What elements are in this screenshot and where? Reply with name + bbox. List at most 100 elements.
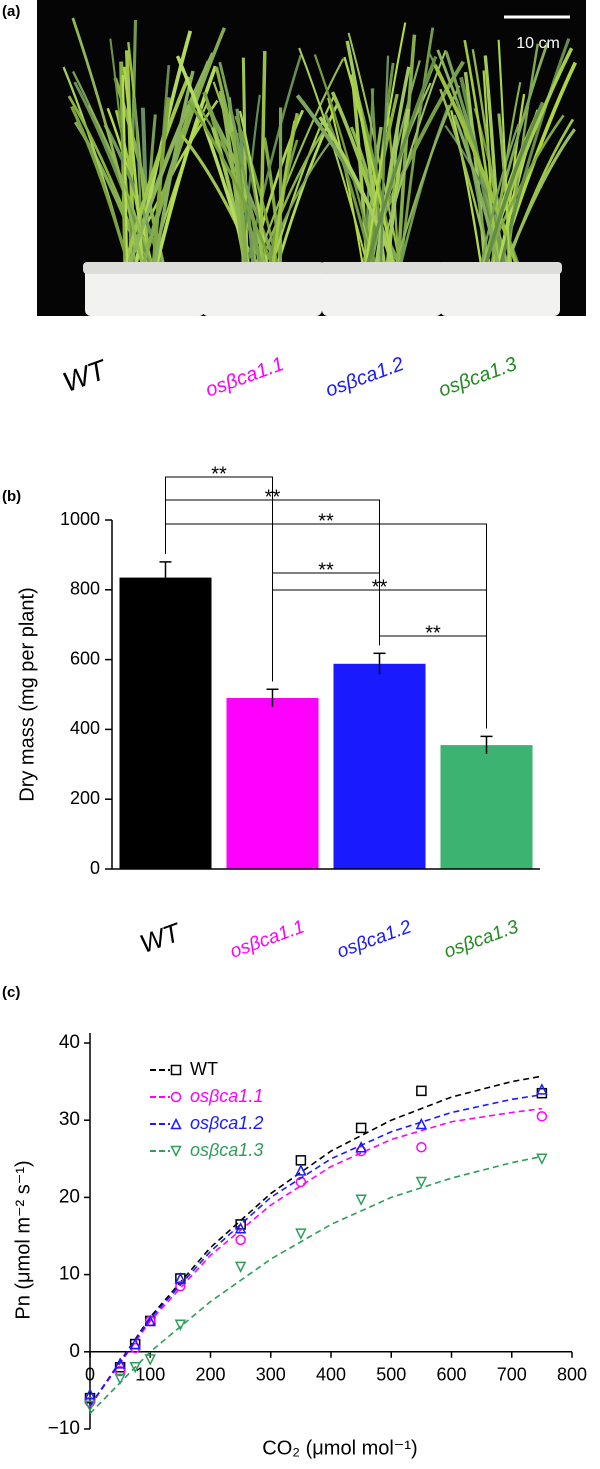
y-tick-label: 10: [59, 1264, 80, 1285]
significance-label: **: [265, 486, 281, 508]
legend-label: osβca1.1: [190, 1086, 263, 1106]
pot-rim: [320, 262, 444, 274]
y-axis-title: Dry mass (mg per plant): [16, 587, 38, 802]
marker: [536, 1083, 548, 1095]
leaf: [271, 95, 336, 266]
x-tick-label: 100: [135, 1365, 165, 1385]
x-tick-label: 300: [256, 1365, 286, 1385]
marker: [174, 1272, 187, 1284]
y-tick-label: 1000: [60, 509, 100, 529]
significance-label: **: [372, 576, 388, 598]
y-tick-label: 40: [59, 1032, 80, 1053]
leaf: [87, 104, 154, 266]
marker: [355, 1194, 367, 1206]
marker: [355, 1122, 367, 1134]
leaf: [313, 54, 377, 266]
marker: [114, 1357, 126, 1369]
leaf: [504, 128, 576, 266]
marker: [234, 1261, 247, 1274]
leaf: [70, 105, 130, 266]
x-axis-title: CO₂ (μmol mol⁻¹): [262, 1437, 417, 1459]
marker: [295, 1228, 307, 1240]
x-tick-label: 800: [557, 1365, 587, 1385]
x-tick-label: osβca1.2: [334, 916, 414, 962]
x-tick-label: 600: [436, 1365, 466, 1385]
leaf: [153, 70, 195, 266]
bar: [333, 663, 426, 869]
marker: [114, 1373, 126, 1385]
leaf: [374, 66, 411, 266]
leaf: [343, 56, 395, 266]
leaf: [187, 100, 274, 266]
leaf: [218, 90, 247, 266]
leaf: [71, 17, 144, 266]
marker: [235, 1219, 246, 1230]
marker: [416, 1141, 427, 1153]
marker: [355, 1141, 367, 1153]
x-tick-label: osβca1.1: [227, 916, 307, 962]
x-tick-label: 500: [376, 1365, 406, 1385]
leaf: [128, 52, 215, 266]
marker: [170, 1117, 182, 1130]
marker: [174, 1319, 187, 1331]
pot-rim: [200, 262, 324, 274]
fit-line: [89, 1155, 543, 1415]
leaf: [439, 88, 492, 266]
marker: [295, 1155, 307, 1166]
y-tick-label: 800: [70, 579, 100, 599]
bar: [119, 577, 212, 869]
y-tick-label: 400: [70, 718, 100, 738]
pot: [202, 262, 322, 316]
pot: [440, 262, 560, 316]
y-tick-label: −10: [48, 1418, 80, 1439]
plants: [62, 17, 577, 316]
marker: [170, 1064, 182, 1076]
leaf: [318, 116, 396, 266]
leaf: [379, 55, 390, 266]
pot-rim: [438, 262, 562, 274]
panel-label: (b): [2, 488, 21, 505]
genotype-label: osβca1.1: [203, 353, 287, 402]
significance-label: **: [425, 622, 441, 644]
marker: [175, 1280, 186, 1292]
leaf: [154, 65, 218, 266]
marker: [536, 1111, 548, 1122]
genotype-label: osβca1.2: [323, 353, 407, 402]
pot: [322, 262, 442, 316]
significance-label: **: [318, 510, 334, 532]
marker: [415, 1176, 428, 1189]
leaf: [483, 101, 545, 266]
leaf: [480, 123, 520, 266]
marker: [84, 1388, 96, 1400]
significance-label: **: [318, 559, 334, 581]
marker: [170, 1091, 182, 1103]
fit-line: [89, 1075, 543, 1407]
y-tick-label: 600: [70, 648, 100, 668]
bar: [440, 745, 533, 869]
marker: [129, 1361, 141, 1374]
y-tick-label: 0: [69, 1341, 80, 1362]
significance-label: **: [211, 463, 227, 485]
panel-label: (c): [2, 984, 20, 1001]
genotype-label: WT: [59, 353, 112, 398]
leaf: [365, 55, 438, 266]
marker: [536, 1153, 548, 1165]
leaf: [259, 129, 326, 266]
fit-line: [89, 1107, 542, 1407]
marker: [144, 1314, 156, 1327]
y-tick-label: 0: [90, 858, 100, 878]
leaf: [449, 110, 483, 266]
leaf: [497, 39, 511, 266]
y-axis-title: Pn (μmol m⁻² s⁻¹): [12, 1160, 34, 1319]
genotype-label: osβca1.3: [436, 353, 520, 402]
leaf: [109, 38, 136, 266]
legend-label: osβca1.2: [190, 1113, 263, 1133]
leaf: [271, 120, 297, 266]
marker: [415, 1117, 428, 1130]
marker: [129, 1337, 141, 1350]
marker: [235, 1234, 246, 1246]
significance-bracket: [379, 635, 487, 729]
marker: [295, 1164, 307, 1176]
fit-line: [89, 1093, 542, 1407]
panel-label: (a): [2, 3, 20, 20]
